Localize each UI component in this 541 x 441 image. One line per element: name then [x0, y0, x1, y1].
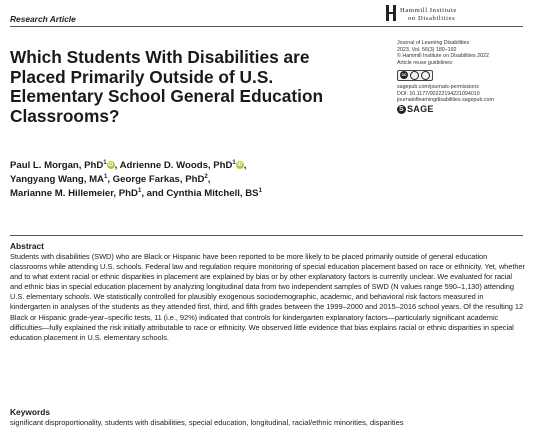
author-name: , Adrienne D. Woods, PhD	[114, 160, 233, 172]
publisher-logo: Hammill Institute on Disabilities	[385, 3, 457, 23]
logo-line-2: on Disabilities	[408, 15, 456, 22]
author-name: , George Farkas, PhD	[107, 174, 205, 186]
affiliation-marker: 1	[137, 187, 142, 194]
logo-line-1: Hammill Institute	[400, 7, 457, 14]
license-attribution-icon	[410, 70, 419, 80]
section-divider	[10, 235, 523, 236]
article-title: Which Students With Disabilities are Pla…	[10, 47, 324, 126]
author-name: , and Cynthia Mitchell, BS	[141, 188, 259, 200]
author-separator: ,	[243, 160, 247, 172]
cc-icon: cc	[400, 71, 408, 80]
sage-logo-text: SAGE	[407, 104, 434, 115]
author-name: Paul L. Morgan, PhD	[10, 160, 104, 172]
publisher-logo-text: Hammill Institute on Disabilities	[400, 7, 457, 23]
permissions-link[interactable]: sagepub.com/journals-permissions	[397, 83, 479, 90]
author-separator: ,	[207, 174, 211, 186]
sage-logo: S SAGE	[397, 105, 537, 114]
keywords-text: significant disproportionality, students…	[10, 418, 404, 427]
license-noncommercial-icon	[421, 70, 430, 80]
author-list: Paul L. Morgan, PhD1 iD, Adrienne D. Wood…	[10, 158, 430, 200]
affiliation-marker: 2	[204, 173, 208, 180]
affiliation-marker: 1	[232, 160, 236, 166]
orcid-icon[interactable]: iD	[235, 161, 244, 170]
hammill-logo-icon	[385, 3, 397, 23]
author-name: Yangyang Wang, MA	[10, 174, 104, 186]
orcid-icon[interactable]: iD	[106, 161, 115, 170]
journal-name: Journal of Learning Disabilities	[397, 40, 470, 46]
creative-commons-badge[interactable]: cc	[397, 69, 433, 81]
header-divider	[10, 26, 523, 27]
affiliation-marker: 1	[258, 187, 262, 194]
journal-copyright: © Hammill Institute on Disabilities 2022	[397, 53, 489, 60]
abstract-heading: Abstract	[10, 241, 44, 251]
sage-logo-icon: S	[397, 104, 406, 114]
author-line-2: Yangyang Wang, MA1, George Farkas, PhD2,	[10, 172, 430, 186]
keywords-heading: Keywords	[10, 407, 51, 417]
article-type-label: Research Article	[10, 14, 76, 24]
author-line-1: Paul L. Morgan, PhD1 iD, Adrienne D. Wood…	[10, 158, 430, 172]
journal-url[interactable]: journaloflearningdisabilities.sagepub.co…	[397, 97, 494, 104]
author-name: Marianne M. Hillemeier, PhD	[10, 188, 138, 200]
affiliation-marker: 1	[103, 160, 107, 166]
doi[interactable]: DOI: 10.1177/00222194221094019	[397, 90, 480, 97]
reuse-guidelines: Article reuse guidelines:	[397, 60, 454, 67]
journal-volume: 2023, Vol. 56(3) 180–192	[397, 46, 457, 53]
affiliation-marker: 1	[104, 173, 108, 180]
author-line-3: Marianne M. Hillemeier, PhD1, and Cynthi…	[10, 186, 430, 200]
journal-info: Journal of Learning Disabilities 2023, V…	[397, 40, 537, 114]
abstract-text: Students with disabilities (SWD) who are…	[10, 252, 525, 342]
